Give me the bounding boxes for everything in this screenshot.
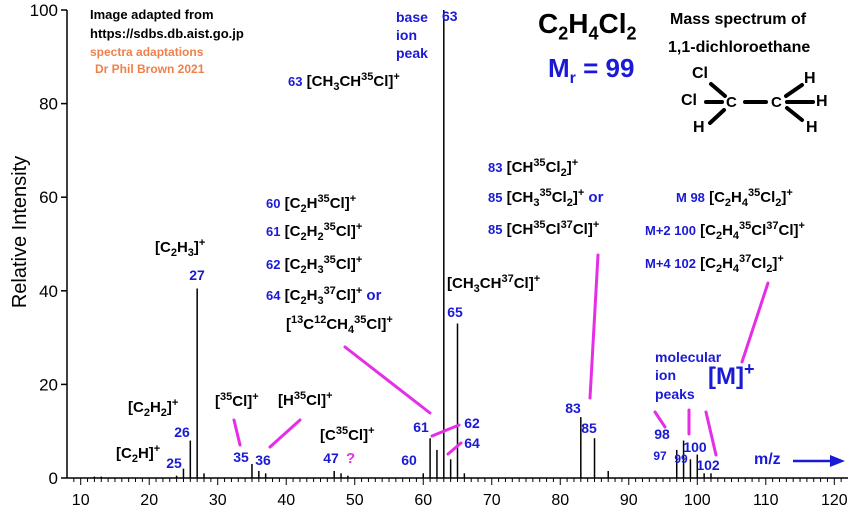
y-tick-label: 80	[39, 95, 58, 114]
x-tick-label: 110	[753, 492, 779, 509]
atom-h-bottom-right: H	[806, 119, 818, 136]
molecular-ion-text-1: molecular	[655, 349, 722, 365]
molecular-ion-98-label: M 98 [C2H435Cl2]+	[676, 187, 793, 209]
peak-label-85: 85	[581, 420, 597, 436]
credit-line-1: Image adapted from	[90, 7, 214, 22]
fragment-65-label: [CH3CH37Cl]+	[447, 273, 541, 295]
y-tick-label: 20	[39, 375, 58, 394]
atom-c-2: C	[771, 94, 782, 111]
x-axis-label: m/z	[754, 451, 781, 468]
annotation-connector	[740, 281, 770, 364]
annotation-connector	[343, 345, 432, 415]
fragment-85b-label: 85 [CH35Cl37Cl]+	[488, 219, 600, 238]
peak-label-25: 25	[166, 455, 182, 471]
x-tick-label: 90	[620, 492, 638, 509]
x-tick-label: 80	[551, 492, 569, 509]
x-tick-label: 10	[72, 492, 90, 509]
relative-molecular-mass: Mr = 99	[548, 53, 635, 88]
peak-label-64: 64	[464, 435, 480, 451]
fragment-83-label: 83 [CH35Cl2]+	[488, 157, 579, 179]
peak-label-65: 65	[447, 304, 463, 320]
credit-line-4: Dr Phil Brown 2021	[95, 62, 205, 76]
fragment-35-label: [35Cl]+	[215, 391, 259, 410]
atom-cl-top: Cl	[692, 65, 708, 82]
peak-label-83: 83	[565, 400, 581, 416]
fragment-60-label: 60 [C2H35Cl]+	[266, 193, 357, 215]
x-tick-label: 40	[277, 492, 295, 509]
peak-label-99: 99	[674, 452, 688, 466]
x-tick-label: 50	[346, 492, 364, 509]
annotation-connector	[232, 418, 242, 447]
fragment-61-label: 61 [C2H235Cl]+	[266, 221, 363, 243]
peak-label-60: 60	[401, 452, 417, 468]
x-tick-label: 120	[821, 492, 848, 509]
fragment-47-query: ?	[346, 450, 356, 467]
chart-title-line-1: Mass spectrum of	[670, 11, 807, 28]
fragment-62-label: 62 [C2H335Cl]+	[266, 254, 363, 276]
x-tick-label: 30	[209, 492, 227, 509]
x-tick-label: 70	[483, 492, 501, 509]
structure-bond	[708, 108, 726, 125]
fragment-63-label: 63 [CH3CH35Cl]+	[288, 71, 400, 93]
x-tick-label: 60	[414, 492, 432, 509]
fragment-36-label: [H35Cl]+	[278, 390, 333, 409]
atom-h-right: H	[816, 93, 828, 110]
x-tick-label: 100	[684, 492, 711, 509]
y-tick-label: 0	[49, 469, 58, 488]
peak-label-35: 35	[233, 449, 249, 465]
annotation-connector	[268, 418, 302, 449]
structure-bond	[784, 83, 804, 98]
fragment-47-label: [C35Cl]+	[320, 425, 375, 444]
fragment-64-alt-label: [13C12CH435Cl]+	[286, 314, 393, 336]
peak-label-27: 27	[189, 267, 205, 283]
structure-bond	[785, 106, 804, 122]
credit-line-3: spectra adaptations	[90, 45, 204, 59]
y-tick-label: 100	[30, 1, 58, 20]
molecular-ion-text-2: ion	[655, 367, 676, 383]
molecular-formula: C2H4Cl2	[538, 8, 637, 44]
annotation-connector	[430, 423, 461, 438]
peak-label-61: 61	[413, 419, 429, 435]
base-peak-label-2: ion	[396, 27, 417, 43]
chart-title-line-2: 1,1-dichloroethane	[668, 39, 811, 56]
molecular-ion-text-3: peaks	[655, 386, 695, 402]
atom-h-bottom-left: H	[693, 119, 705, 136]
peak-label-98: 98	[654, 426, 670, 442]
peak-label-97: 97	[653, 449, 667, 463]
peak-label-26: 26	[174, 424, 190, 440]
y-tick-label: 60	[39, 188, 58, 207]
molecular-ion-102-label: M+4 102 [C2H437Cl2]+	[645, 253, 784, 275]
peak-label-36: 36	[255, 452, 271, 468]
peak-label-62: 62	[464, 415, 480, 431]
peak-label-102: 102	[696, 457, 720, 473]
mz-arrow-head	[830, 455, 845, 467]
structure-bond	[709, 82, 727, 98]
atom-cl-left: Cl	[681, 92, 697, 109]
molecular-ion-symbol: [M]+	[708, 359, 755, 390]
x-tick-label: 20	[140, 492, 158, 509]
annotation-connector	[446, 441, 463, 456]
fragment-85a-label: 85 [CH335Cl2]+ or	[488, 187, 604, 209]
base-peak-label-3: peak	[396, 45, 428, 61]
peak-label-100: 100	[683, 439, 707, 455]
annotation-connector	[653, 410, 667, 429]
fragment-64-label: 64 [C2H337Cl]+ or	[266, 285, 382, 307]
molecular-ion-100-label: M+2 100 [C2H435Cl37Cl]+	[645, 220, 805, 242]
atom-h-top-right: H	[804, 70, 816, 87]
y-tick-label: 40	[39, 282, 58, 301]
atom-c-1: C	[726, 94, 737, 111]
annotation-connector	[704, 410, 718, 457]
fragment-25-label: [C2H]+	[116, 443, 161, 465]
y-axis-label: Relative Intensity	[9, 155, 31, 309]
peak-label-47: 47	[323, 450, 339, 466]
fragment-27-label: [C2H3]+	[155, 237, 206, 259]
base-peak-mz: 63	[442, 8, 458, 24]
fragment-26-label: [C2H2]+	[128, 397, 179, 419]
credit-line-2: https://sdbs.db.aist.go.jp	[90, 26, 244, 41]
annotation-connector	[588, 253, 600, 400]
base-peak-label-1: base	[396, 9, 428, 25]
